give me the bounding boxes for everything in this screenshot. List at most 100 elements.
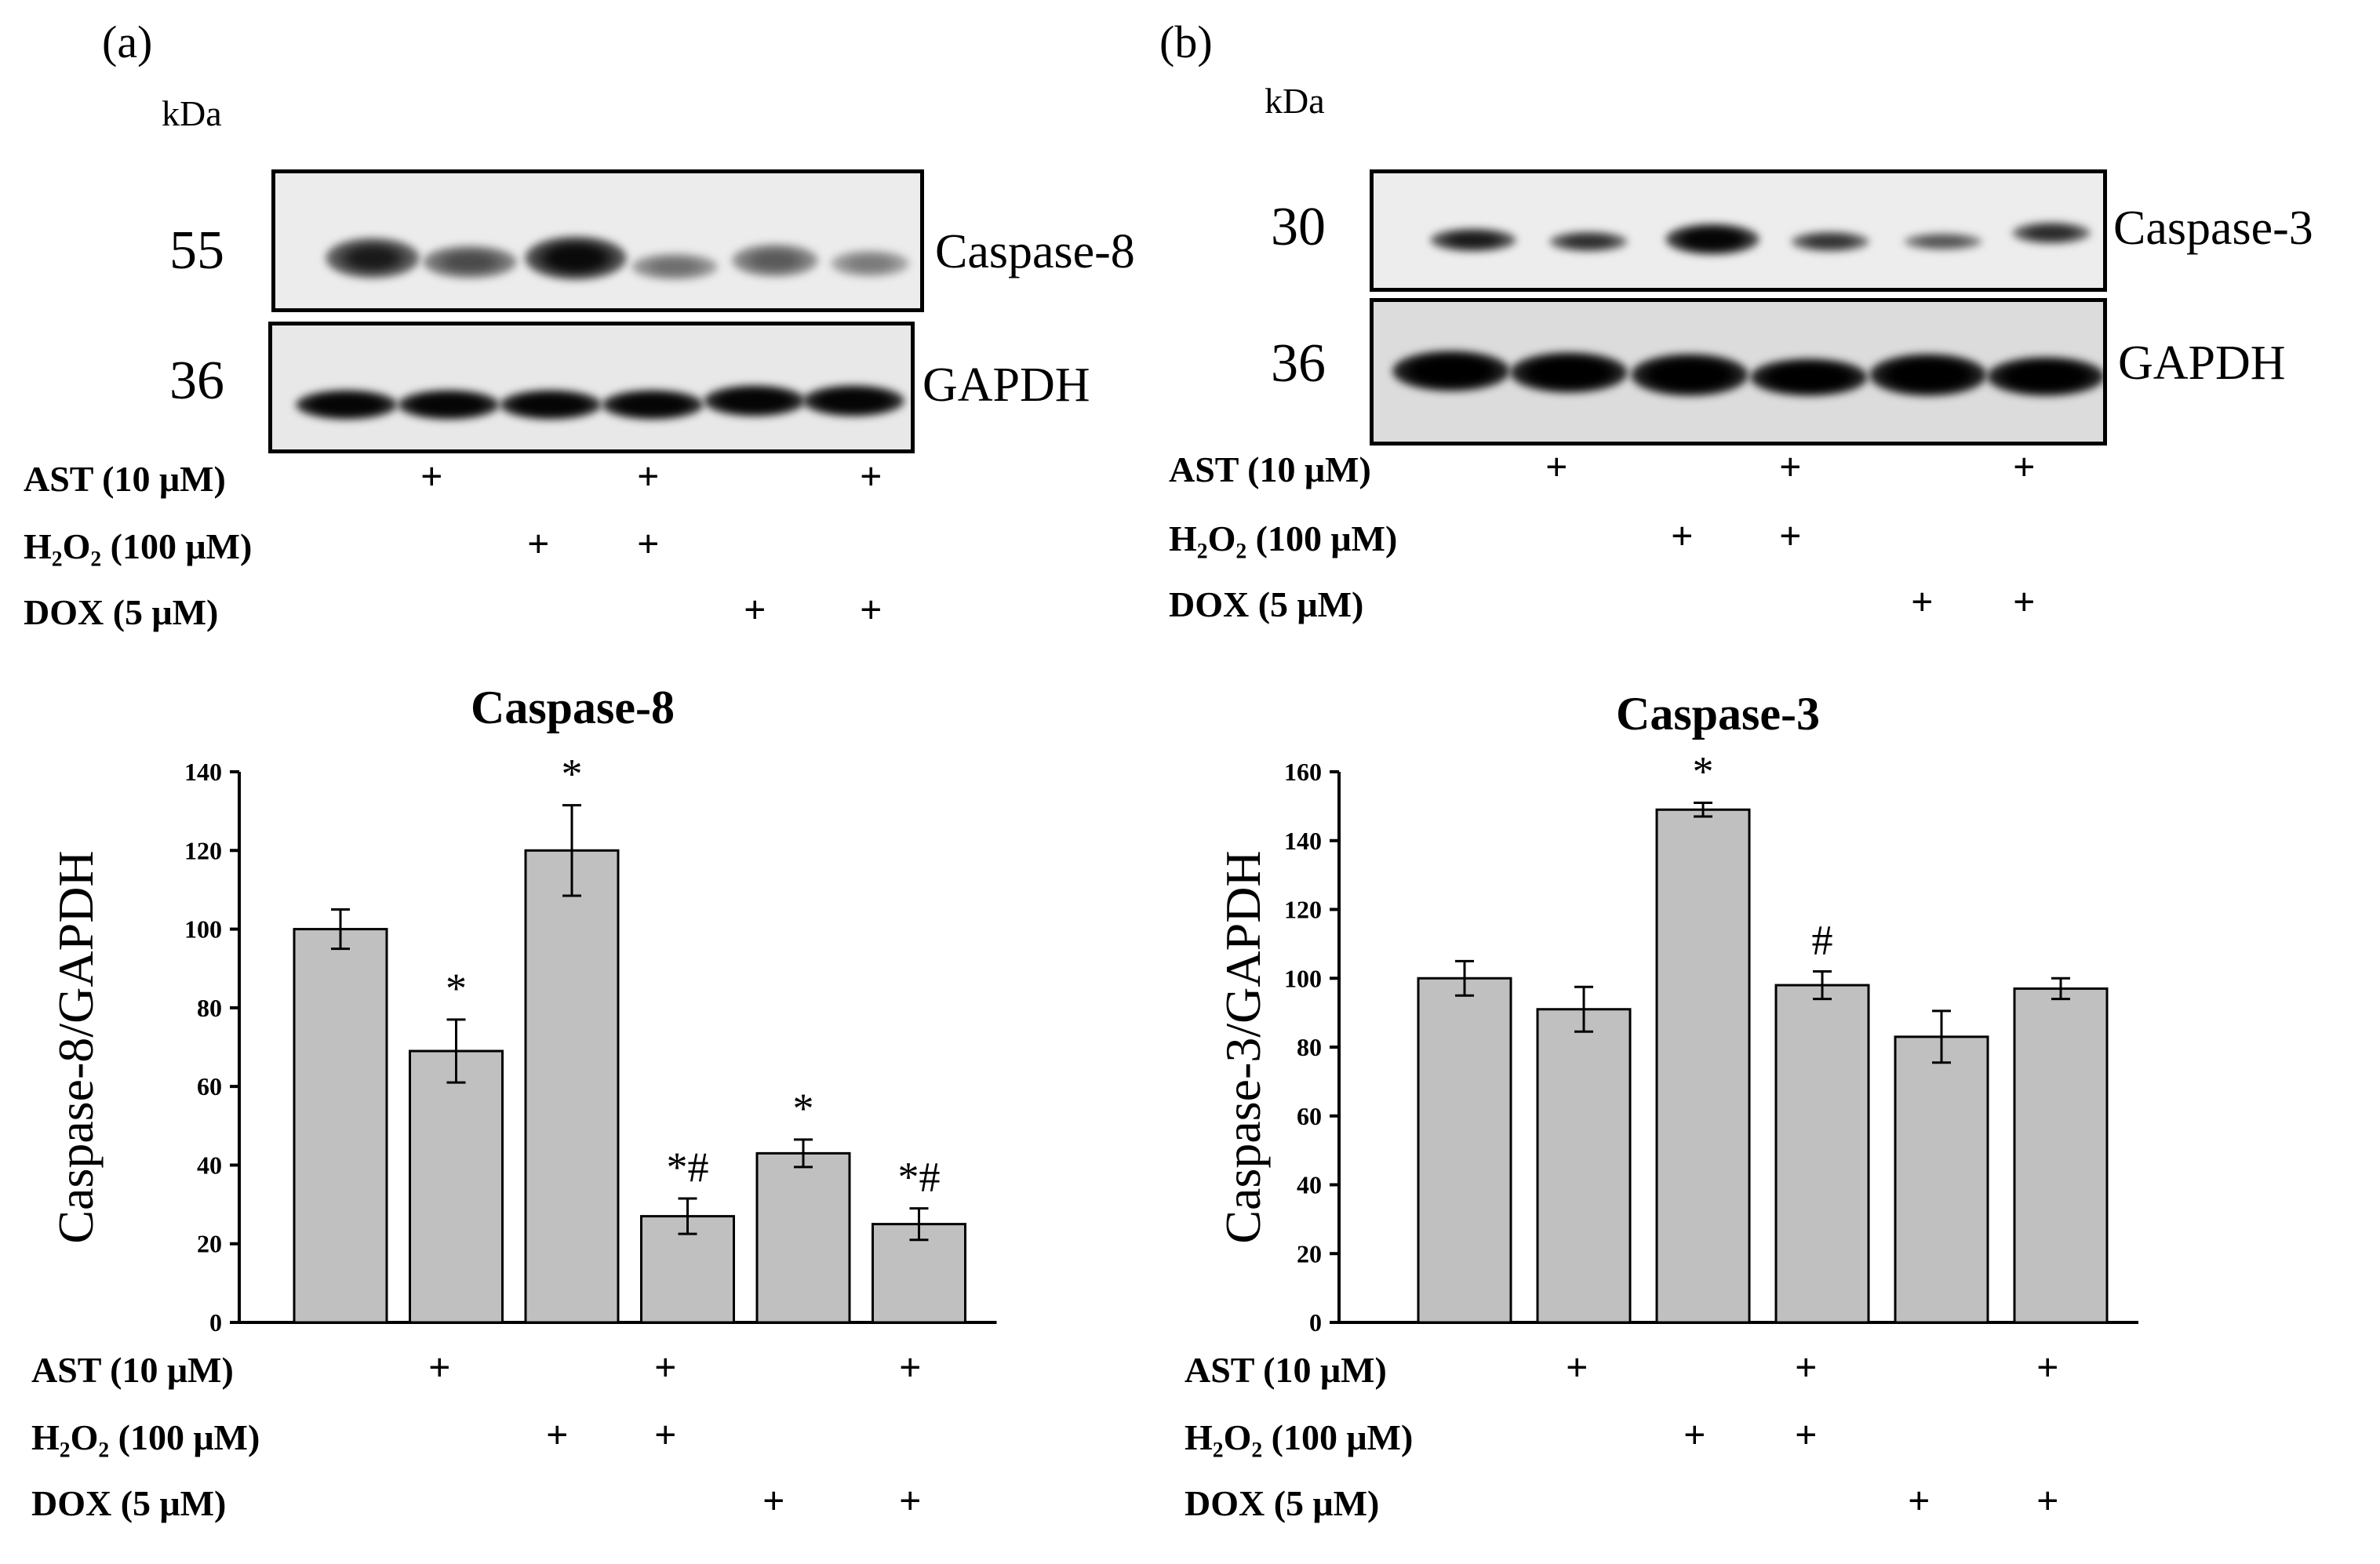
caspase3-lane4-band <box>1791 231 1869 252</box>
treatment-plus-mark: + <box>1795 1413 1818 1457</box>
caspase8-lane3-band <box>525 236 627 280</box>
treatment-plus-mark: + <box>420 454 443 498</box>
gapdh-b-lane5-band <box>1869 354 1987 396</box>
panel-a-kda-label: kDa <box>162 93 222 133</box>
chart2-title: Caspase-3 <box>1616 688 1820 740</box>
gapdh-b-lane2-band <box>1510 352 1628 393</box>
treatment-plus-mark: + <box>1911 580 1934 624</box>
caspase8-lane2-band <box>423 246 517 278</box>
gapdh-blot-a <box>268 322 915 453</box>
caspase8-blot <box>271 169 924 312</box>
chart1-y-tick-label: 0 <box>209 1308 222 1337</box>
caspase3-lane1-band <box>1430 228 1516 252</box>
chart1-y-tick-label: 80 <box>197 994 222 1022</box>
chart2-bar <box>1655 808 1751 1324</box>
chart2-y-tick-label: 60 <box>1297 1102 1322 1130</box>
chart1-y-tick-label: 120 <box>184 836 222 864</box>
chart1-bar <box>409 1049 504 1324</box>
treatment-row-label: AST (10 μM) <box>1185 1350 1387 1390</box>
chart2-bar <box>1417 977 1512 1324</box>
chart1-bar <box>524 849 620 1324</box>
treatment-plus-mark: + <box>1566 1345 1588 1389</box>
gapdh-a-lane3-band <box>500 390 602 420</box>
panel-a-label: (a) <box>102 16 153 67</box>
treatment-plus-mark: + <box>899 1479 922 1522</box>
chart2-ylabel: Caspase-3/GAPDH <box>1215 850 1271 1243</box>
gapdh-a-lane2-band <box>398 390 500 420</box>
chart1-significance-label: * <box>562 751 583 798</box>
gapdh-b-lane1-band <box>1392 351 1510 391</box>
chart2-significance-label: * <box>1693 747 1714 795</box>
chart1-y-tick-label: 140 <box>184 758 222 786</box>
treatment-plus-mark: + <box>1683 1413 1706 1457</box>
treatment-plus-mark: + <box>1779 445 1802 489</box>
chart1-ylabel: Caspase-8/GAPDH <box>48 850 104 1243</box>
treatment-plus-mark: + <box>1779 514 1802 558</box>
treatment-plus-mark: + <box>2036 1479 2059 1522</box>
panel-b-caspase3-label: Caspase-3 <box>2113 202 2313 255</box>
treatment-plus-mark: + <box>744 587 766 631</box>
gapdh-b-lane4-band <box>1750 358 1868 396</box>
caspase3-lane6-band <box>2012 222 2091 244</box>
chart1-significance-label: *# <box>898 1154 941 1201</box>
panel-b-gapdh-label: GAPDH <box>2118 336 2286 390</box>
treatment-plus-mark: + <box>2013 580 2036 624</box>
panel-b-label: (b) <box>1159 16 1213 67</box>
chart2-y-tick-label: 160 <box>1284 758 1322 786</box>
chart1-bar <box>755 1151 851 1324</box>
treatment-plus-mark: + <box>860 587 882 631</box>
chart2-significance-label: # <box>1812 916 1833 963</box>
chart2-bar <box>2013 987 2109 1324</box>
treatment-plus-mark: + <box>428 1345 451 1389</box>
treatment-row-label: AST (10 μM) <box>31 1350 234 1390</box>
chart2-bar <box>1894 1035 1989 1324</box>
gapdh-a-lane4-band <box>602 390 704 420</box>
chart1-y-tick-label: 40 <box>197 1151 222 1179</box>
chart2-bar <box>1774 984 1870 1324</box>
chart1-significance-label: * <box>446 965 467 1012</box>
gapdh-a-lane1-band <box>296 390 398 420</box>
caspase8-lane5-band <box>732 244 818 277</box>
treatment-row-label: H₂O₂ (100 μM) <box>31 1417 260 1457</box>
caspase8-lane4-band <box>631 253 718 280</box>
treatment-row-label: H₂O₂ (100 μM) <box>1185 1417 1414 1457</box>
caspase3-blot <box>1370 169 2107 292</box>
chart1-y-tick-label: 100 <box>184 915 222 944</box>
treatment-row-label: AST (10 μM) <box>1169 449 1371 489</box>
caspase3-lane2-band <box>1549 231 1628 252</box>
caspase8-lane6-band <box>831 250 909 277</box>
caspase3-lane3-band <box>1665 224 1760 255</box>
chart1-y-tick-label: 60 <box>197 1072 222 1100</box>
treatment-plus-mark: + <box>2013 445 2036 489</box>
chart2-bar <box>1536 1008 1632 1324</box>
chart2-y-tick-label: 100 <box>1284 964 1322 992</box>
treatment-plus-mark: + <box>899 1345 922 1389</box>
panel-a-gapdh-label: GAPDH <box>923 358 1090 412</box>
treatment-plus-mark: + <box>762 1479 785 1522</box>
chart1-title: Caspase-8 <box>471 682 675 733</box>
treatment-plus-mark: + <box>637 522 660 566</box>
chart1-bar <box>293 928 388 1324</box>
chart2-y-tick-label: 80 <box>1297 1033 1322 1061</box>
gapdh-blot-b <box>1370 298 2107 446</box>
treatment-plus-mark: + <box>654 1413 677 1457</box>
treatment-plus-mark: + <box>2036 1345 2059 1389</box>
treatment-row-label: DOX (5 μM) <box>31 1483 227 1523</box>
treatment-plus-mark: + <box>860 454 882 498</box>
panel-b-mw-30: 30 <box>1271 197 1326 257</box>
chart2-y-tick-label: 40 <box>1297 1171 1322 1199</box>
treatment-row-label: AST (10 μM) <box>24 459 226 499</box>
treatment-plus-mark: + <box>654 1345 677 1389</box>
gapdh-a-lane5-band <box>704 385 806 416</box>
treatment-row-label: H₂O₂ (100 μM) <box>24 526 253 566</box>
panel-a-mw-36: 36 <box>169 351 224 411</box>
panel-a-mw-55: 55 <box>169 220 224 281</box>
caspase3-lane5-band <box>1904 233 1982 250</box>
chart1-bar <box>640 1215 735 1324</box>
treatment-row-label: DOX (5 μM) <box>1185 1483 1380 1523</box>
treatment-plus-mark: + <box>1908 1479 1931 1522</box>
treatment-row-label: DOX (5 μM) <box>1169 584 1364 624</box>
chart1-y-tick-label: 20 <box>197 1230 222 1258</box>
treatment-plus-mark: + <box>527 522 550 566</box>
panel-b-kda-label: kDa <box>1265 81 1325 121</box>
